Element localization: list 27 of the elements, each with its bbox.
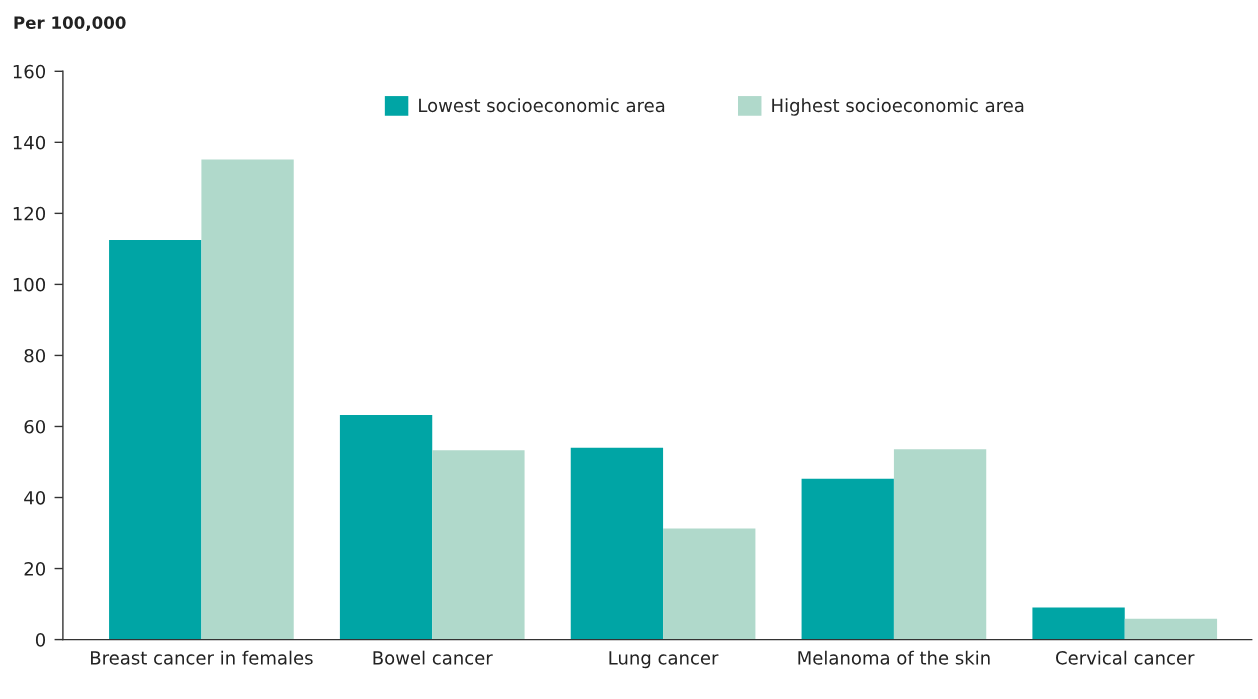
bar	[432, 450, 525, 640]
y-tick-label: 40	[24, 490, 46, 505]
y-tick-label: 60	[24, 419, 46, 434]
bar	[339, 415, 433, 640]
bar	[109, 240, 202, 640]
bar	[201, 159, 294, 640]
bar	[663, 528, 756, 640]
legend-label: Lowest socioeconomic area	[419, 98, 665, 113]
y-tick-label: 20	[24, 562, 46, 576]
bar	[1032, 607, 1125, 640]
x-tick-label: Breast cancer in females	[91, 650, 313, 665]
x-tick-label: Cervical cancer	[1056, 650, 1195, 665]
x-tick-label: Bowel cancer	[373, 650, 493, 665]
y-tick-label: 120	[13, 206, 46, 221]
bar	[1124, 618, 1218, 640]
bar	[801, 478, 894, 640]
x-tick-label: Melanoma of the skin	[798, 650, 990, 665]
y-tick-label: 140	[13, 135, 46, 150]
bar	[570, 447, 664, 640]
y-tick-label: 80	[24, 348, 46, 363]
y-tick-label: 0	[35, 633, 46, 647]
bar	[893, 449, 987, 640]
y-tick-label: 160	[13, 64, 46, 79]
y-tick-label: 100	[13, 277, 46, 292]
legend-label: Highest socioeconomic area	[772, 98, 1024, 116]
x-tick-label: Lung cancer	[609, 651, 719, 669]
y-axis-title: Per 100,000	[14, 16, 126, 32]
